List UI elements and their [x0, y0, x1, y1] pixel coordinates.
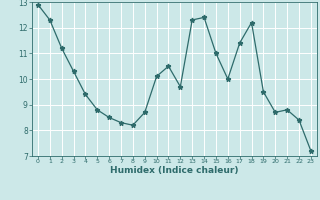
- X-axis label: Humidex (Indice chaleur): Humidex (Indice chaleur): [110, 166, 239, 175]
